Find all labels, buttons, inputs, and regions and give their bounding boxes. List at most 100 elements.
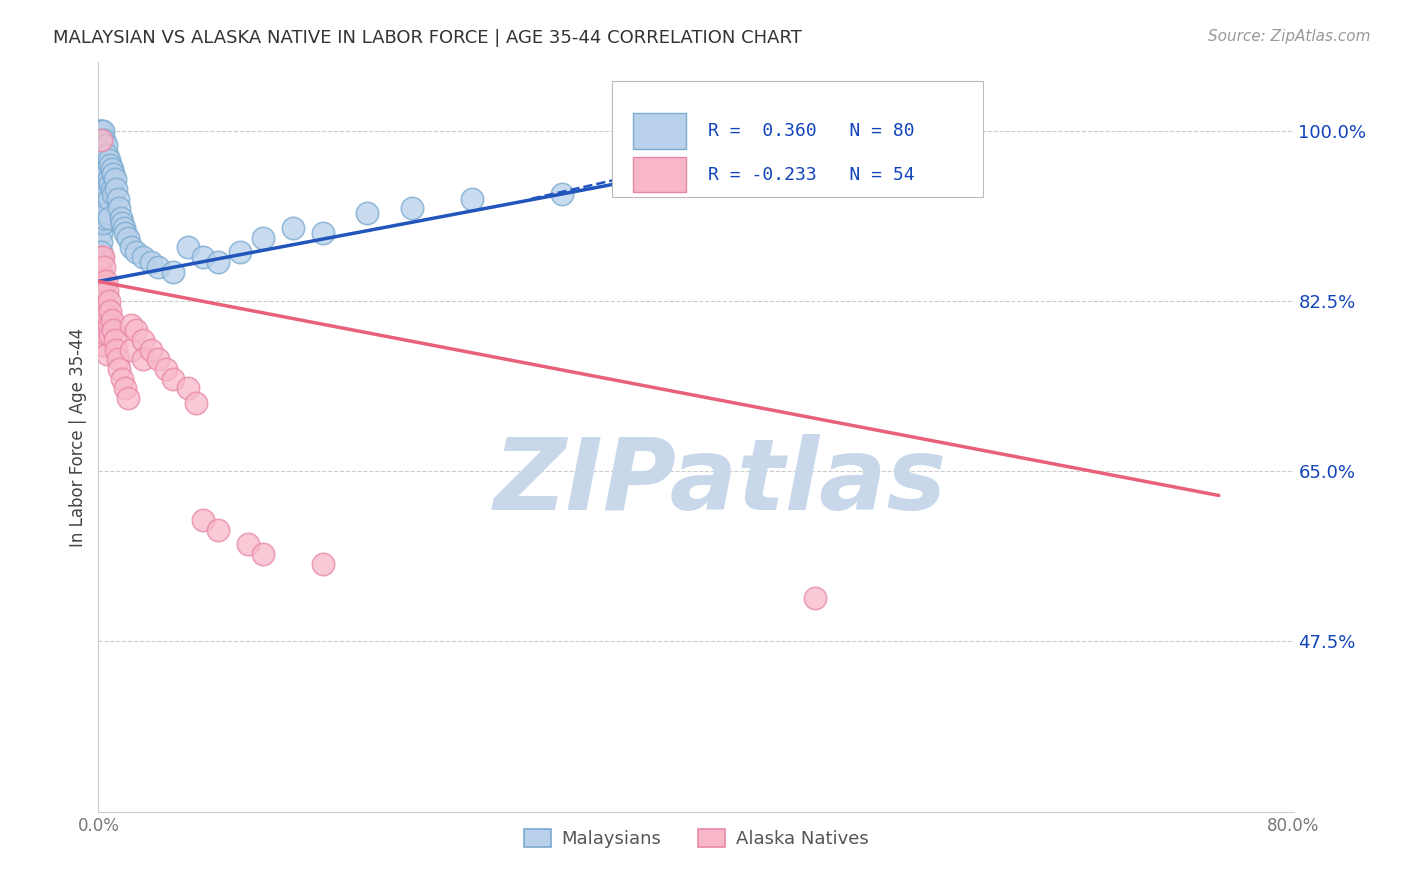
Point bbox=[93, 133, 115, 147]
Point bbox=[90, 265, 112, 279]
Text: MALAYSIAN VS ALASKA NATIVE IN LABOR FORCE | AGE 35-44 CORRELATION CHART: MALAYSIAN VS ALASKA NATIVE IN LABOR FORC… bbox=[53, 29, 803, 46]
Point bbox=[184, 396, 207, 410]
Point bbox=[177, 381, 200, 395]
Point bbox=[155, 362, 177, 376]
Point bbox=[90, 138, 112, 153]
Point bbox=[98, 177, 122, 191]
Point bbox=[91, 337, 114, 351]
Point bbox=[820, 133, 842, 147]
Point bbox=[91, 167, 114, 181]
Point bbox=[236, 537, 259, 551]
Point bbox=[97, 318, 120, 333]
Point bbox=[94, 274, 117, 288]
Point bbox=[91, 216, 114, 230]
Point bbox=[91, 138, 114, 153]
Point bbox=[139, 255, 162, 269]
Point bbox=[281, 220, 304, 235]
Point bbox=[177, 240, 200, 254]
Legend: Malaysians, Alaska Natives: Malaysians, Alaska Natives bbox=[516, 822, 876, 855]
Point bbox=[132, 333, 155, 347]
Point bbox=[91, 177, 114, 191]
Point bbox=[252, 547, 274, 561]
Point bbox=[550, 186, 572, 201]
Point bbox=[98, 158, 122, 172]
Point bbox=[111, 216, 134, 230]
Point bbox=[90, 167, 112, 181]
Point bbox=[97, 172, 120, 186]
Point bbox=[120, 240, 142, 254]
Point bbox=[103, 323, 125, 337]
Y-axis label: In Labor Force | Age 35-44: In Labor Force | Age 35-44 bbox=[69, 327, 87, 547]
Point bbox=[90, 158, 112, 172]
Point bbox=[96, 327, 118, 342]
Point bbox=[111, 372, 134, 386]
Point bbox=[93, 299, 115, 313]
Point bbox=[94, 158, 117, 172]
Point bbox=[114, 381, 136, 395]
Point bbox=[101, 182, 124, 196]
Point bbox=[356, 206, 378, 220]
Point bbox=[91, 206, 114, 220]
Bar bbox=[633, 157, 686, 192]
Point bbox=[139, 343, 162, 357]
Point bbox=[110, 211, 132, 226]
Point bbox=[93, 318, 115, 333]
Point bbox=[101, 162, 124, 177]
Point bbox=[90, 133, 112, 147]
Point bbox=[90, 186, 112, 201]
Point bbox=[132, 352, 155, 367]
Point bbox=[104, 333, 127, 347]
Point bbox=[96, 167, 118, 181]
Point bbox=[162, 265, 184, 279]
Point bbox=[91, 274, 114, 288]
Point bbox=[107, 192, 129, 206]
Point bbox=[93, 260, 115, 274]
Point bbox=[94, 299, 117, 313]
Point bbox=[229, 245, 252, 260]
Point bbox=[101, 313, 124, 327]
Point bbox=[91, 123, 114, 137]
Point bbox=[108, 202, 131, 216]
Point bbox=[91, 148, 114, 162]
Point bbox=[191, 250, 214, 264]
Point bbox=[96, 206, 118, 220]
Point bbox=[640, 177, 662, 191]
Point bbox=[90, 226, 112, 240]
Point bbox=[93, 162, 115, 177]
Point bbox=[104, 172, 127, 186]
Point bbox=[97, 293, 120, 308]
Point bbox=[311, 557, 333, 571]
Point bbox=[93, 337, 115, 351]
Point bbox=[120, 343, 142, 357]
Point bbox=[125, 245, 148, 260]
Point bbox=[91, 158, 114, 172]
Point bbox=[93, 177, 115, 191]
Point bbox=[90, 196, 112, 211]
Point bbox=[89, 274, 111, 288]
Point bbox=[112, 220, 135, 235]
Point bbox=[96, 148, 118, 162]
Point bbox=[90, 123, 112, 137]
Bar bbox=[633, 113, 686, 149]
Point bbox=[207, 523, 229, 537]
Point bbox=[90, 245, 112, 260]
Point bbox=[117, 391, 139, 405]
Text: R =  0.360   N = 80: R = 0.360 N = 80 bbox=[709, 122, 914, 140]
Point bbox=[98, 327, 122, 342]
Text: ZIPatlas: ZIPatlas bbox=[494, 434, 946, 531]
Point bbox=[804, 591, 827, 605]
Point bbox=[93, 211, 115, 226]
Point bbox=[148, 260, 170, 274]
Point bbox=[94, 196, 117, 211]
Point bbox=[89, 293, 111, 308]
Point bbox=[94, 177, 117, 191]
Point bbox=[93, 279, 115, 293]
Point bbox=[96, 309, 118, 323]
Point bbox=[90, 123, 112, 137]
Point bbox=[207, 255, 229, 269]
FancyBboxPatch shape bbox=[613, 81, 983, 197]
Point bbox=[96, 186, 118, 201]
Point bbox=[191, 513, 214, 527]
Point bbox=[94, 318, 117, 333]
Point bbox=[114, 226, 136, 240]
